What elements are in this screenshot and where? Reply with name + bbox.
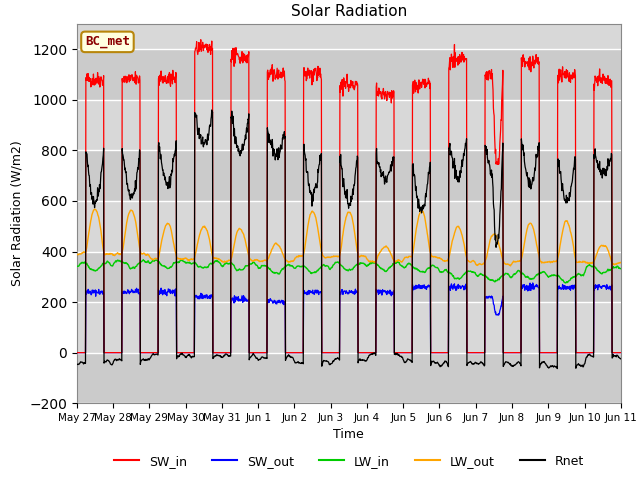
Bar [77, 353, 621, 403]
X-axis label: Time: Time [333, 429, 364, 442]
Bar [77, 150, 621, 201]
Legend: SW_in, SW_out, LW_in, LW_out, Rnet: SW_in, SW_out, LW_in, LW_out, Rnet [109, 450, 589, 473]
Y-axis label: Solar Radiation (W/m2): Solar Radiation (W/m2) [11, 141, 24, 287]
Bar [77, 49, 621, 100]
Title: Solar Radiation: Solar Radiation [291, 4, 407, 19]
Bar [77, 252, 621, 302]
Text: BC_met: BC_met [85, 36, 130, 48]
